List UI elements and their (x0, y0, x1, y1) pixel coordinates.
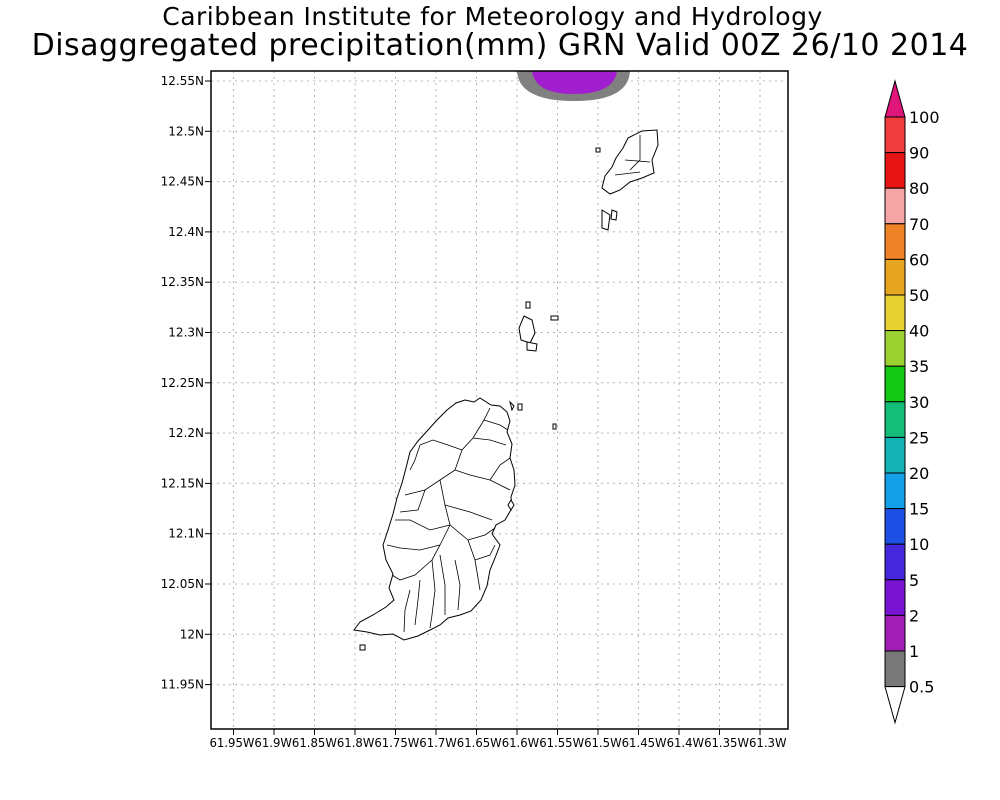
colorbar-label: 25 (909, 428, 929, 447)
colorbar-swatch (884, 258, 906, 296)
colorbar-label: 60 (909, 250, 929, 269)
colorbar-swatch (884, 294, 906, 332)
lat-tick-label: 12.05N (161, 577, 204, 591)
lat-tick-label: 12N (180, 627, 204, 641)
latitude-tick-labels: 12.55N 12.5N 12.45N 12.4N 12.35N 12.3N 12.25N 1… (161, 74, 204, 692)
colorbar-top-arrow (884, 79, 906, 118)
lat-tick-label: 12.15N (161, 476, 204, 490)
colorbar-swatch (884, 330, 906, 367)
colorbar-label: 1 (909, 642, 919, 661)
colorbar-label: 20 (909, 464, 929, 483)
lat-tick-label: 12.1N (168, 527, 204, 541)
colorbar-label: 10 (909, 535, 929, 554)
plot-area (211, 71, 788, 729)
colorbar-swatch (884, 508, 906, 545)
colorbar-swatch (884, 472, 906, 510)
colorbar-swatch (884, 187, 906, 225)
lat-tick-label: 12.55N (161, 74, 204, 88)
colorbar-swatch (884, 650, 906, 688)
colorbar-label: 15 (909, 500, 929, 519)
colorbar-bottom-arrow (884, 686, 906, 725)
colorbar-label: 80 (909, 179, 929, 198)
chart-title-line2: Disaggregated precipitation(mm) GRN Vali… (31, 28, 969, 63)
precipitation-area (517, 71, 630, 101)
carriacou-islands (359, 129, 659, 651)
chart-title-line1: Caribbean Institute for Meteorology and … (162, 2, 823, 31)
colorbar-swatch (884, 223, 906, 260)
colorbar-swatch (884, 152, 906, 189)
colorbar-label: 100 (909, 108, 940, 127)
colorbar-swatch (884, 116, 906, 154)
colorbar-label: 0.5 (909, 678, 934, 697)
colorbar-swatch (884, 579, 906, 616)
colorbar-swatch (884, 401, 906, 438)
lat-tick-label: 12.4N (168, 225, 204, 239)
lat-tick-label: 12.2N (168, 426, 204, 440)
longitude-tick-labels: 61.95W61.9W61.85W61.8W61.75W61.7W61.65W6… (210, 736, 787, 750)
colorbar-swatch (884, 436, 906, 474)
lat-tick-label: 12.35N (161, 275, 204, 289)
colorbar-label: 50 (909, 286, 929, 305)
colorbar-label: 70 (909, 215, 929, 234)
lat-tick-label: 12.45N (161, 175, 204, 189)
lat-tick-label: 12.5N (168, 124, 204, 138)
lat-tick-label: 11.95N (161, 678, 204, 692)
colorbar: 100 90 80 70 60 50 40 35 30 25 20 15 10 5 2 1 0.5 (884, 79, 940, 725)
colorbar-label: 90 (909, 144, 929, 163)
colorbar-label: 5 (909, 571, 919, 590)
plot-frame (210, 70, 789, 730)
colorbar-label: 40 (909, 322, 929, 341)
colorbar-swatch (884, 543, 906, 581)
colorbar-label: 2 (909, 606, 919, 625)
watershed-lines (386, 407, 511, 633)
grenada-island (353, 397, 516, 641)
lat-tick-label: 12.25N (161, 376, 204, 390)
grid-lines (205, 71, 788, 735)
colorbar-label: 35 (909, 357, 929, 376)
carriacou-internal-lines (614, 135, 651, 176)
lat-tick-label: 12.3N (168, 326, 204, 340)
colorbar-label: 30 (909, 393, 929, 412)
colorbar-swatch (884, 365, 906, 403)
colorbar-swatch (884, 614, 906, 652)
